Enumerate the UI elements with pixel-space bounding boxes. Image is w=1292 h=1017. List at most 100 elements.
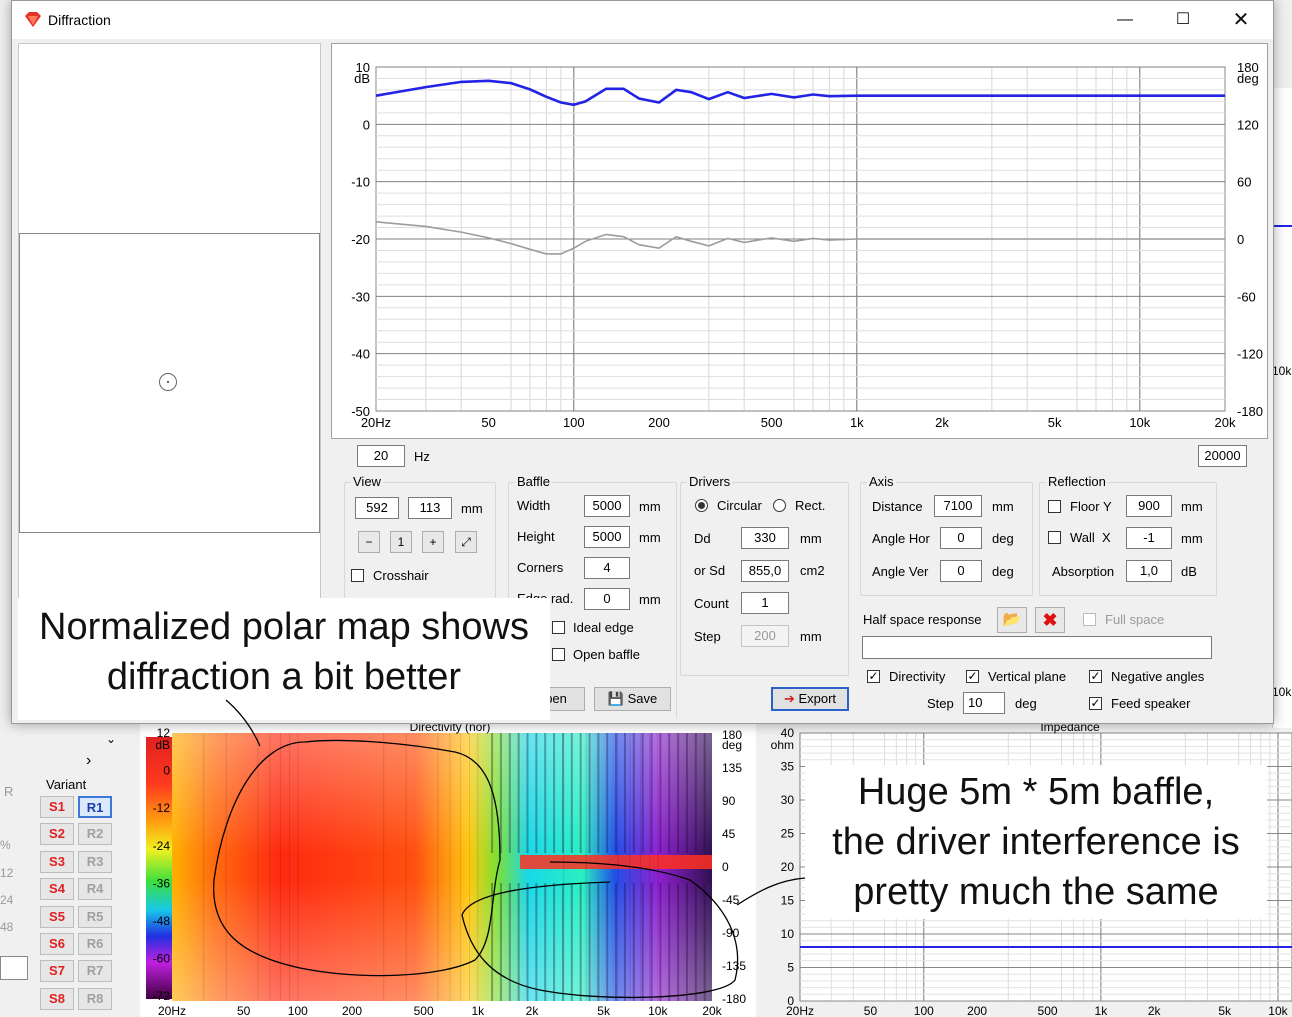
variant-s-button[interactable]: S8 [40,987,74,1010]
baffle-corners-input[interactable]: 4 [584,557,630,579]
variant-s-button[interactable]: S5 [40,905,74,928]
angle-hor-input[interactable]: 0 [940,527,982,549]
feed-speaker-checkbox[interactable]: ✓ [1089,696,1102,710]
bg-input[interactable] [0,956,28,980]
driver-marker-icon[interactable] [159,373,177,391]
vertical-plane-checkbox[interactable]: ✓ [966,669,979,683]
sd-input[interactable]: 855,0 [741,560,789,582]
distance-input[interactable]: 7100 [934,495,982,517]
bg-side-value: 48 [0,920,14,934]
dir-step-input[interactable]: 10 [963,692,1005,714]
x-tick-label: 50 [864,1004,878,1017]
variant-r-button[interactable]: R6 [78,933,112,955]
rect-radio[interactable] [773,499,786,512]
chevron-down-icon[interactable]: ⌄ [106,732,117,746]
annotation-left-line: Normalized polar map shows [39,606,529,648]
bg-side-value: % [0,838,11,852]
step-unit: mm [800,629,822,644]
count-input[interactable]: 1 [741,592,789,614]
variant-s-button[interactable]: S1 [40,796,74,818]
variant-r-button[interactable]: R5 [78,905,112,928]
floor-input[interactable]: 900 [1126,495,1172,517]
y-tick-label: 15 [781,894,795,908]
zoom-in-icon[interactable]: + [422,531,444,553]
circular-radio[interactable] [695,499,708,512]
variant-r-button[interactable]: R2 [78,823,112,846]
variant-s-button[interactable]: S6 [40,933,74,955]
y-axis-unit: ohm [771,738,794,752]
y-tick-label: 5 [787,961,794,975]
angle-tick-label: -180 [722,992,746,1006]
freq-low-input[interactable]: 20 [357,445,405,467]
bg-blue-line [1273,225,1292,227]
bg-side-letter: R [4,784,14,799]
floppy-icon: 💾 [607,691,624,706]
variant-s-button[interactable]: S7 [40,960,74,983]
variant-r-button[interactable]: R7 [78,960,112,983]
directivity-label: Directivity [889,669,946,684]
y-tick-label: 25 [781,827,795,841]
annotation-right-line: pretty much the same [853,871,1219,913]
baffle-height-input[interactable]: 5000 [584,526,630,548]
scale-tick-label: 0 [163,764,170,778]
export-button[interactable]: ➔ Export [771,687,849,711]
close-icon[interactable]: ✕ [1232,9,1250,31]
angle-ver-input[interactable]: 0 [940,560,982,582]
chevron-right-icon[interactable]: › [86,752,92,769]
minimize-icon[interactable]: — [1117,11,1133,28]
delete-icon[interactable]: ✖ [1035,607,1065,633]
variant-r-button[interactable]: R1 [78,796,112,818]
x-tick-label: 1k [471,1004,485,1017]
wall-checkbox[interactable] [1048,531,1061,544]
save-button[interactable]: 💾 Save [594,687,671,711]
directivity-checkbox[interactable]: ✓ [867,669,880,683]
folder-open-icon[interactable]: 📂 [997,607,1027,633]
baffle-width-input[interactable]: 5000 [584,495,630,517]
y2-tick-label: -60 [1237,289,1256,304]
crosshair-checkbox[interactable] [351,569,364,582]
absorption-unit: dB [1181,564,1197,579]
frequency-response-chart: 100-10-20-30-40-50dB180120600-60-120-180… [351,60,1263,430]
export-label: Export [798,691,837,706]
full-space-checkbox[interactable] [1083,613,1096,626]
x-tick-label: 100 [288,1004,308,1017]
baffle-edge-input[interactable]: 0 [584,588,630,610]
view-y-input[interactable]: 113 [408,497,452,519]
zoom-fit-icon[interactable]: 1 [390,531,412,553]
rect-label: Rect. [795,498,826,513]
variant-r-button[interactable]: R4 [78,878,112,901]
x-tick-label: 2k [935,415,949,430]
angle-ver-label: Angle Ver [872,564,929,579]
open-baffle-checkbox[interactable] [552,648,565,661]
y2-tick-label: 60 [1237,175,1251,190]
ideal-edge-checkbox[interactable] [552,621,565,634]
dd-input[interactable]: 330 [741,527,789,549]
freq-unit-label: Hz [414,449,430,464]
feed-speaker-label: Feed speaker [1111,696,1191,711]
floor-checkbox[interactable] [1048,500,1061,513]
bg-side-value: 12 [0,866,14,880]
fullscreen-icon[interactable]: ⤢ [455,531,477,553]
scale-tick-label: 12 [157,726,171,740]
maximize-icon[interactable]: ☐ [1175,11,1191,28]
half-space-path-input[interactable] [862,636,1212,659]
zoom-out-icon[interactable]: − [358,531,380,553]
y-tick-label: -30 [351,289,370,304]
negative-angles-checkbox[interactable]: ✓ [1089,669,1102,683]
freq-high-input[interactable]: 20000 [1198,445,1247,467]
wall-input[interactable]: -1 [1126,527,1172,549]
view-x-input[interactable]: 592 [355,497,399,519]
step-input[interactable]: 200 [741,625,789,647]
variant-s-button[interactable]: S4 [40,878,74,901]
variant-r-button[interactable]: R8 [78,987,112,1010]
variant-s-button[interactable]: S3 [40,850,74,873]
title-bar[interactable]: Diffraction — ☐ ✕ [12,1,1273,39]
variant-r-button[interactable]: R3 [78,850,112,873]
absorption-input[interactable]: 1,0 [1126,560,1172,582]
drivers-title: Drivers [687,474,733,489]
variant-s-button[interactable]: S2 [40,823,74,846]
angle-unit: deg [722,738,742,752]
angle-tick-label: 45 [722,827,736,841]
floor-label: Floor Y [1070,499,1112,514]
dd-label: Dd [694,531,711,546]
